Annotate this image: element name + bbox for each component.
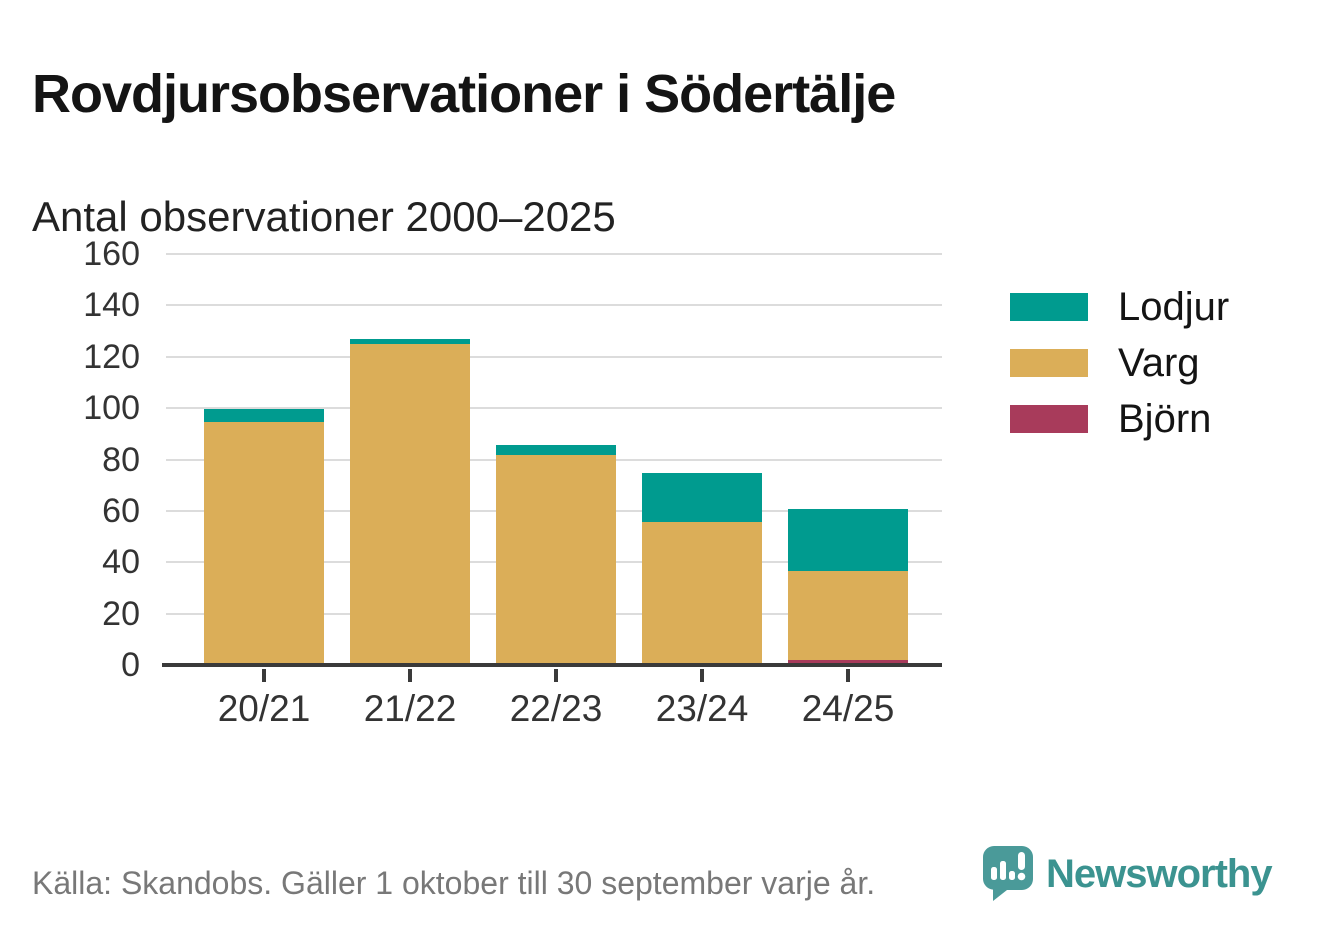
legend-item-Björn: Björn: [1010, 399, 1229, 439]
y-tick-label-140: 140: [83, 286, 140, 325]
bar-segment-Lodjur-20-21: [204, 408, 324, 422]
x-label-23-24: 23/24: [655, 688, 749, 729]
legend: Lodjur Varg Björn: [1010, 287, 1229, 461]
gridline-160: [166, 253, 942, 255]
x-tick-21-22: [408, 669, 412, 682]
y-tick-label-40: 40: [102, 543, 140, 582]
legend-swatch-Varg: [1010, 349, 1088, 377]
legend-item-Varg: Varg: [1010, 343, 1229, 383]
page-title: Rovdjursobservationer i Södertälje: [32, 64, 896, 125]
chart-subtitle: Antal observationer 2000–2025: [32, 192, 616, 240]
x-tick-22-23: [554, 669, 558, 682]
bar-segment-Lodjur-21-22: [350, 339, 470, 345]
x-tick-24-25: [846, 669, 850, 682]
y-tick-label-120: 120: [83, 337, 140, 376]
x-tick-20-21: [262, 669, 266, 682]
x-label-20-21: 20/21: [217, 688, 311, 729]
newsworthy-icon: [983, 846, 1033, 901]
bar-segment-Björn-24-25: [788, 660, 908, 663]
bar-segment-Varg-20-21: [204, 421, 324, 663]
y-tick-label-80: 80: [102, 440, 140, 479]
bar-segment-Varg-21-22: [350, 344, 470, 663]
x-label-22-23: 22/23: [509, 688, 603, 729]
x-label-24-25: 24/25: [801, 688, 895, 729]
newsworthy-wordmark: Newsworthy: [1046, 851, 1273, 896]
newsworthy-logo: Newsworthy: [983, 846, 1273, 901]
x-tick-23-24: [700, 669, 704, 682]
gridline-100: [166, 407, 942, 410]
y-tick-label-60: 60: [102, 491, 140, 530]
plot-area: 0 20 40 60 80 100 120 140 160 20/21 21/22 22/23 23/2…: [83, 237, 942, 727]
legend-label-Björn: Björn: [1118, 397, 1212, 441]
legend-label-Varg: Varg: [1118, 341, 1200, 385]
x-axis-line: [162, 663, 942, 667]
bar-segment-Lodjur-23-24: [642, 472, 762, 522]
legend-swatch-Lodjur: [1010, 293, 1088, 321]
gridline-140: [166, 304, 942, 307]
bar-segment-Varg-22-23: [496, 454, 616, 663]
bar-segment-Varg-24-25: [788, 570, 908, 661]
bar-segment-Lodjur-22-23: [496, 444, 616, 455]
bar-segment-Lodjur-24-25: [788, 508, 908, 571]
legend-item-Lodjur: Lodjur: [1010, 287, 1229, 327]
x-label-21-22: 21/22: [363, 688, 457, 729]
legend-label-Lodjur: Lodjur: [1118, 285, 1230, 329]
y-tick-label-100: 100: [83, 389, 140, 428]
source-note: Källa: Skandobs. Gäller 1 oktober till 3…: [32, 865, 876, 901]
y-tick-label-0: 0: [121, 646, 140, 684]
gridline-120: [166, 355, 942, 358]
legend-swatch-Björn: [1010, 405, 1088, 433]
y-tick-label-20: 20: [102, 594, 140, 633]
bar-segment-Varg-23-24: [642, 521, 762, 663]
y-tick-label-160: 160: [83, 235, 140, 273]
